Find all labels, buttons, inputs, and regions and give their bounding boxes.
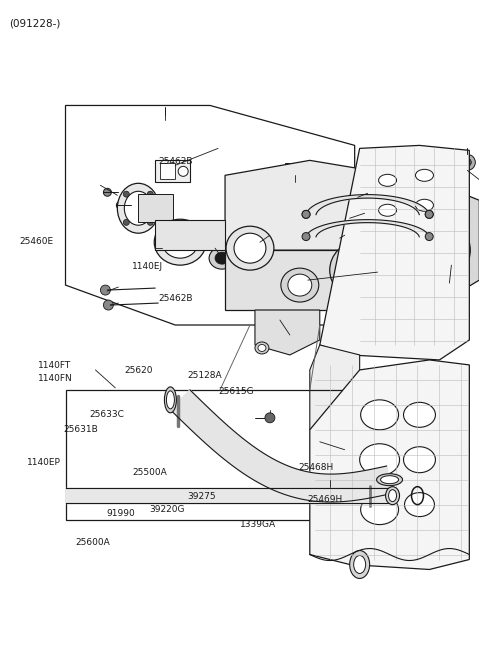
Ellipse shape xyxy=(215,252,229,264)
Text: 25500A: 25500A xyxy=(132,468,167,476)
Ellipse shape xyxy=(385,487,399,504)
Circle shape xyxy=(116,201,124,209)
Ellipse shape xyxy=(354,556,366,573)
Circle shape xyxy=(123,191,129,197)
FancyBboxPatch shape xyxy=(155,160,190,182)
Text: 25460E: 25460E xyxy=(19,237,53,246)
Ellipse shape xyxy=(162,226,198,258)
Text: 1140FN: 1140FN xyxy=(38,374,73,383)
Ellipse shape xyxy=(167,391,174,409)
Ellipse shape xyxy=(286,178,304,192)
Ellipse shape xyxy=(117,183,159,233)
Text: 25620: 25620 xyxy=(124,366,153,375)
Polygon shape xyxy=(310,345,360,440)
Ellipse shape xyxy=(330,241,390,299)
Text: (091228-): (091228-) xyxy=(9,18,60,29)
Polygon shape xyxy=(310,360,469,569)
Text: 1140FT: 1140FT xyxy=(38,361,71,371)
FancyBboxPatch shape xyxy=(160,163,175,179)
Ellipse shape xyxy=(381,476,398,483)
Circle shape xyxy=(147,191,153,197)
Circle shape xyxy=(302,211,310,218)
Circle shape xyxy=(425,211,433,218)
Polygon shape xyxy=(225,250,430,310)
Polygon shape xyxy=(225,160,430,250)
Circle shape xyxy=(147,219,153,226)
Ellipse shape xyxy=(416,169,433,181)
Circle shape xyxy=(178,167,188,176)
Ellipse shape xyxy=(209,247,235,269)
Ellipse shape xyxy=(360,443,399,476)
Ellipse shape xyxy=(379,204,396,216)
Text: 25600A: 25600A xyxy=(75,538,109,547)
Ellipse shape xyxy=(255,342,269,354)
Ellipse shape xyxy=(124,192,152,225)
Ellipse shape xyxy=(281,268,319,302)
Polygon shape xyxy=(320,146,469,360)
Text: 25633C: 25633C xyxy=(89,410,124,419)
Polygon shape xyxy=(170,390,393,502)
Ellipse shape xyxy=(389,489,396,502)
Ellipse shape xyxy=(377,474,403,485)
Text: 25631B: 25631B xyxy=(63,425,97,434)
Ellipse shape xyxy=(340,251,380,289)
Ellipse shape xyxy=(416,199,433,211)
FancyBboxPatch shape xyxy=(285,163,305,177)
Ellipse shape xyxy=(350,550,370,579)
Text: 25468H: 25468H xyxy=(299,463,334,472)
Ellipse shape xyxy=(379,174,396,186)
Text: 39220G: 39220G xyxy=(149,506,185,514)
Ellipse shape xyxy=(360,495,398,525)
Text: 39275: 39275 xyxy=(187,493,216,501)
Ellipse shape xyxy=(288,274,312,296)
Circle shape xyxy=(459,154,475,171)
Ellipse shape xyxy=(444,236,464,264)
Polygon shape xyxy=(255,310,320,355)
Circle shape xyxy=(425,233,433,241)
Text: 25462B: 25462B xyxy=(158,294,193,303)
Text: 91990: 91990 xyxy=(106,509,135,518)
Circle shape xyxy=(123,219,129,226)
Ellipse shape xyxy=(258,344,266,352)
Text: 25128A: 25128A xyxy=(187,371,222,380)
Circle shape xyxy=(425,211,433,218)
Text: 1339GA: 1339GA xyxy=(240,520,276,529)
Text: 25615G: 25615G xyxy=(218,387,254,396)
Text: 25469H: 25469H xyxy=(307,495,342,504)
Circle shape xyxy=(265,413,275,423)
Circle shape xyxy=(100,285,110,295)
Ellipse shape xyxy=(404,447,435,473)
Circle shape xyxy=(103,300,113,310)
Circle shape xyxy=(302,233,310,241)
Ellipse shape xyxy=(154,219,206,265)
Polygon shape xyxy=(430,180,480,310)
Ellipse shape xyxy=(280,173,310,198)
Ellipse shape xyxy=(438,228,470,272)
Circle shape xyxy=(302,211,310,218)
FancyBboxPatch shape xyxy=(138,194,173,222)
Circle shape xyxy=(103,188,111,196)
Text: 25462B: 25462B xyxy=(158,157,193,165)
Ellipse shape xyxy=(165,387,176,413)
Circle shape xyxy=(463,158,471,167)
Ellipse shape xyxy=(404,402,435,427)
Ellipse shape xyxy=(234,233,266,263)
Ellipse shape xyxy=(360,400,398,430)
Ellipse shape xyxy=(405,493,434,516)
Text: 1140EP: 1140EP xyxy=(27,459,61,467)
Polygon shape xyxy=(155,220,225,250)
Ellipse shape xyxy=(226,226,274,270)
Text: 1140EJ: 1140EJ xyxy=(132,262,163,271)
